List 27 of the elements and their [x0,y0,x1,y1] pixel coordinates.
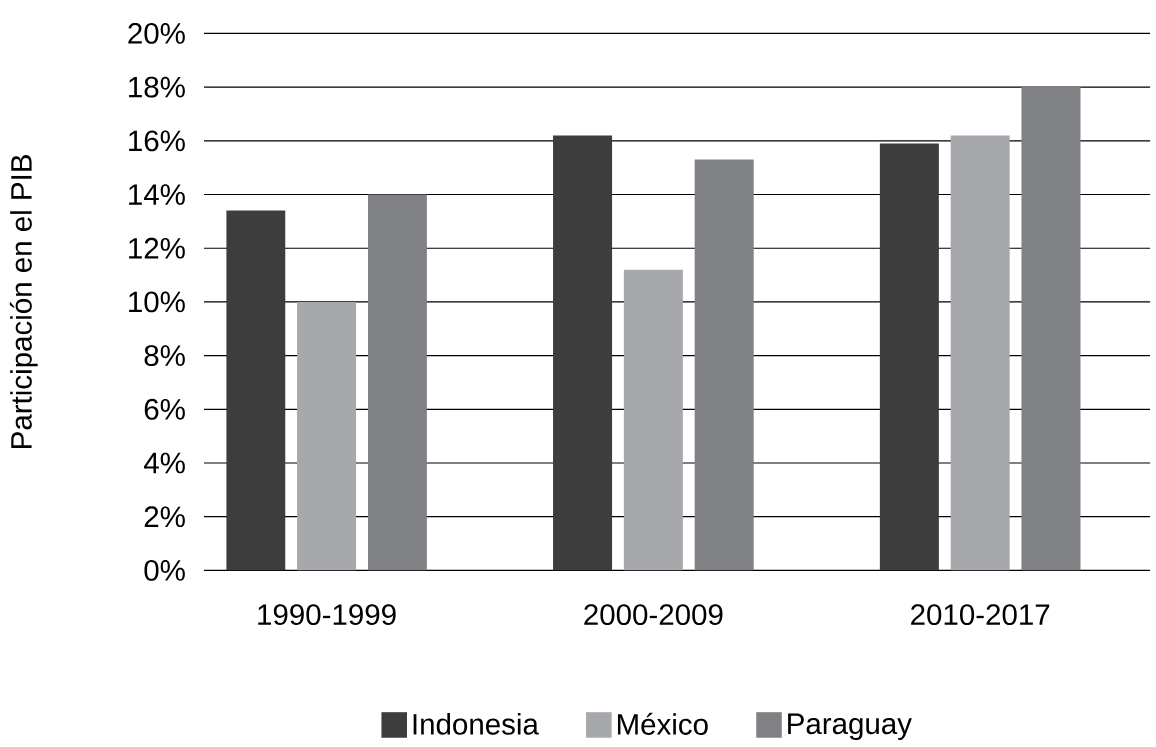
legend-label: Paraguay [788,713,912,741]
legend-label: Indonesia [413,713,539,735]
y-tick-label: 14% [129,184,185,205]
bar [553,135,613,571]
bar [879,143,939,571]
y-tick-label: 16% [129,130,185,152]
bar [950,135,1010,571]
x-tick-label: 2000-2009 [584,604,723,626]
y-tick-label: 0% [144,560,185,581]
y-tick-label: 4% [143,452,185,474]
legend-label: México [617,712,708,735]
y-tick-label: 8% [144,345,185,367]
bar [623,269,683,571]
y-axis-title: Participación en el PIB [9,155,38,448]
bar [367,194,427,571]
x-tick-label: 1990-1999 [258,604,396,626]
x-tick-label: 2010-2017 [911,604,1050,626]
y-tick-label: 6% [144,398,185,420]
bar [226,210,286,571]
y-tick-label: 18% [129,76,185,98]
y-tick-label: 12% [129,237,185,259]
y-tick-label: 10% [129,291,185,313]
y-tick-label: 2% [144,506,185,528]
bar [1021,87,1081,571]
bar [694,159,754,571]
y-tick-label: 20% [128,23,185,44]
bar [297,301,357,571]
